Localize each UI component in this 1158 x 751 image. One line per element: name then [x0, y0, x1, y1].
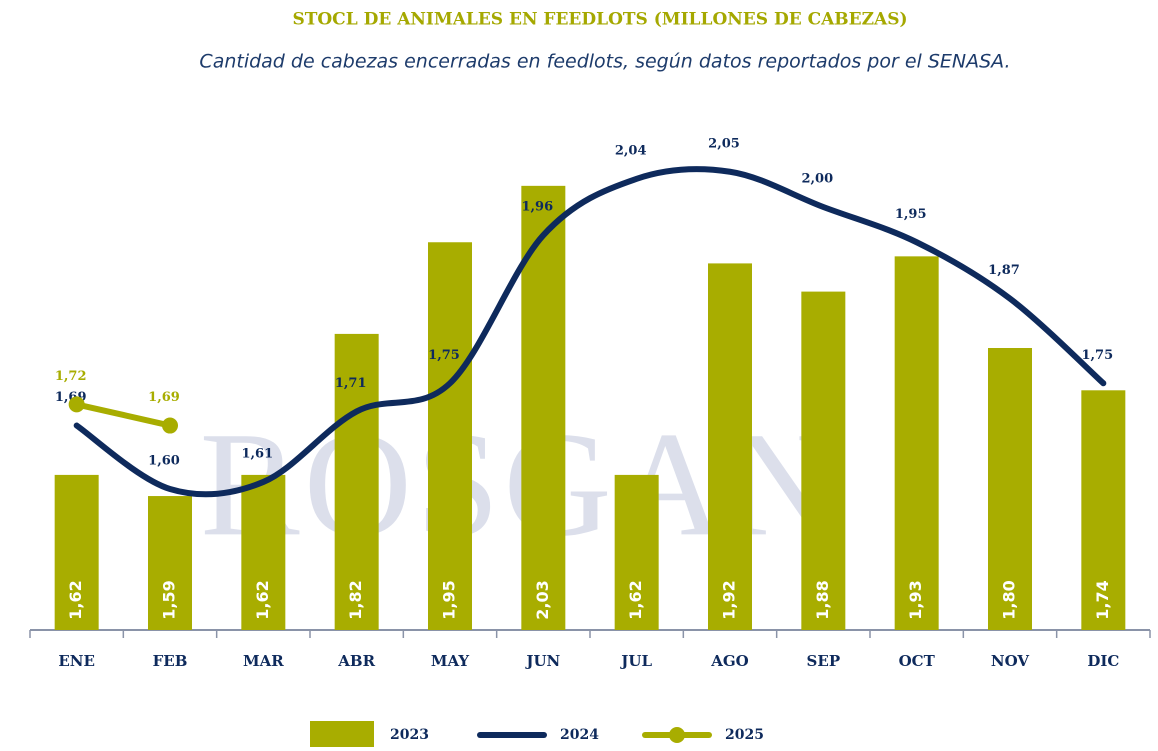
x-tick-label: OCT — [899, 652, 936, 670]
line-marker — [162, 418, 178, 434]
legend-label: 2023 — [390, 727, 429, 743]
x-tick-label: AGO — [710, 652, 749, 670]
bar — [428, 242, 472, 630]
bar-value-label: 1,62 — [66, 580, 85, 619]
line-value-label: 1,69 — [148, 390, 180, 405]
bar-value-label: 1,82 — [346, 580, 365, 619]
line-value-label: 2,00 — [801, 172, 833, 187]
legend-marker — [669, 727, 685, 743]
line-series — [77, 404, 170, 425]
line-value-label: 1,60 — [148, 454, 180, 469]
bar-value-label: 1,74 — [1093, 580, 1112, 619]
x-tick-label: SEP — [807, 652, 841, 670]
x-tick-label: NOV — [991, 652, 1030, 670]
x-tick-label: JUL — [619, 652, 652, 670]
line-value-label: 1,75 — [428, 348, 460, 363]
bar — [895, 256, 939, 630]
chart-title: STOCL DE ANIMALES EN FEEDLOTS (MILLONES … — [292, 10, 907, 30]
bar-value-label: 1,62 — [253, 580, 272, 619]
legend-label: 2025 — [725, 727, 764, 743]
bar-value-label: 1,62 — [626, 580, 645, 619]
bar — [801, 292, 845, 630]
line-value-label: 1,87 — [988, 263, 1020, 278]
chart-subtitle: Cantidad de cabezas encerradas en feedlo… — [199, 51, 1010, 73]
x-tick-label: MAY — [431, 652, 469, 670]
x-tick-label: ENE — [58, 652, 95, 670]
line-value-label: 1,71 — [335, 376, 367, 391]
line-marker — [69, 396, 85, 412]
legend-label: 2024 — [560, 727, 599, 743]
bar-value-label: 1,59 — [160, 580, 179, 619]
bar-value-label: 1,88 — [813, 580, 832, 619]
bar-value-label: 1,93 — [906, 580, 925, 619]
x-tick-label: DIC — [1087, 652, 1119, 670]
bar-value-label: 2,03 — [533, 580, 552, 619]
legend-swatch — [310, 721, 374, 747]
line-value-label: 1,96 — [521, 200, 553, 215]
bar-value-label: 1,95 — [440, 580, 459, 619]
chart: STOCL DE ANIMALES EN FEEDLOTS (MILLONES … — [0, 0, 1158, 747]
x-tick-label: JUN — [524, 652, 560, 670]
line-value-label: 1,75 — [1081, 348, 1113, 363]
x-tick-label: FEB — [153, 652, 188, 670]
line-value-label: 1,72 — [55, 369, 87, 384]
x-tick-label: MAR — [243, 652, 284, 670]
x-tick-label: ABR — [337, 652, 375, 670]
page: {"chart_data": { "type": "bar", "title":… — [0, 0, 1158, 747]
line-value-label: 1,95 — [895, 207, 927, 222]
line-value-label: 1,61 — [241, 446, 273, 461]
bar-value-label: 1,92 — [720, 580, 739, 619]
bar-value-label: 1,80 — [1000, 580, 1019, 619]
line-value-label: 2,04 — [615, 143, 647, 158]
bar — [708, 263, 752, 630]
line-value-label: 2,05 — [708, 136, 740, 151]
